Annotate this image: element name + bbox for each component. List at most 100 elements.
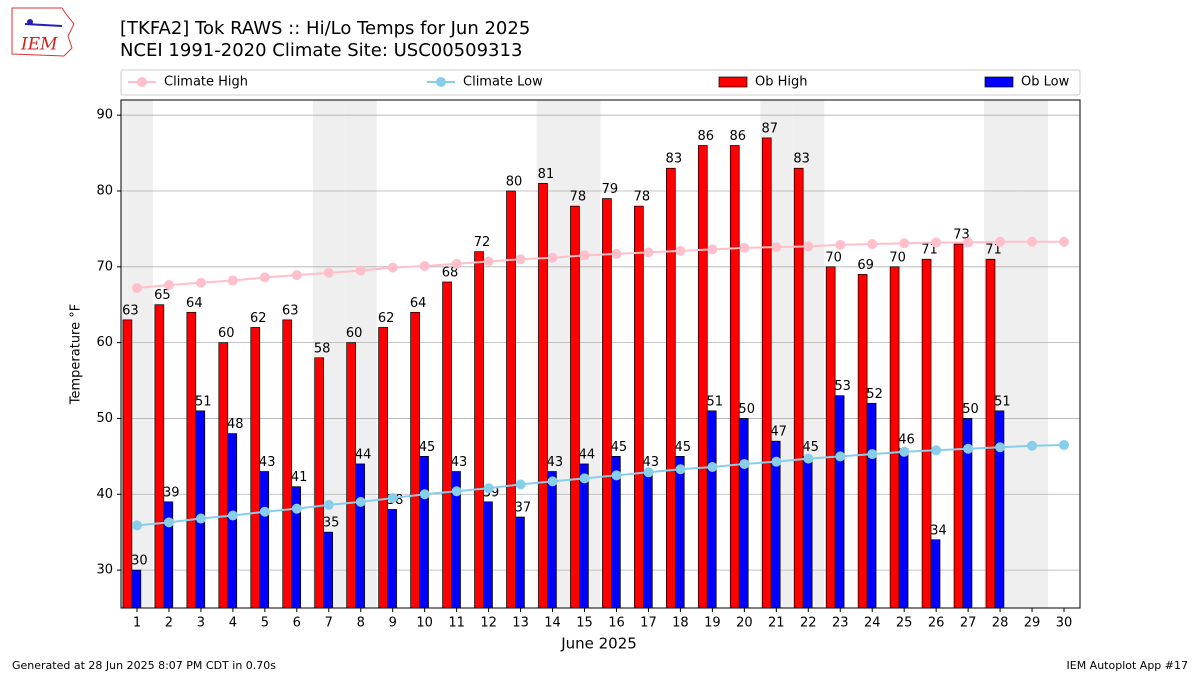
footer-left: Generated at 28 Jun 2025 8:07 PM CDT in … — [12, 659, 276, 672]
line-marker — [547, 476, 558, 487]
line-marker — [387, 493, 398, 504]
y-tick-label: 70 — [96, 259, 113, 274]
line-marker — [835, 239, 846, 250]
x-tick-label: 28 — [992, 616, 1009, 631]
line-marker — [771, 456, 782, 467]
data-label: 51 — [706, 394, 723, 409]
y-tick-label: 90 — [96, 108, 113, 123]
y-tick-label: 60 — [96, 335, 113, 350]
bar — [697, 145, 708, 609]
data-label: 43 — [547, 455, 564, 470]
x-axis-label: June 2025 — [560, 635, 637, 653]
line-marker — [1027, 236, 1038, 247]
legend-label: Climate High — [164, 75, 248, 90]
data-label: 43 — [259, 455, 276, 470]
data-label: 48 — [227, 417, 244, 432]
data-label: 78 — [570, 190, 587, 205]
data-label: 45 — [675, 440, 692, 455]
data-label: 70 — [889, 250, 906, 265]
data-label: 44 — [579, 447, 596, 462]
data-label: 65 — [154, 288, 171, 303]
x-tick-label: 12 — [480, 616, 497, 631]
data-label: 70 — [825, 250, 842, 265]
x-tick-label: 11 — [448, 616, 465, 631]
line-marker — [323, 499, 334, 510]
x-tick-label: 23 — [832, 616, 849, 631]
bar — [921, 258, 932, 609]
data-label: 45 — [611, 440, 628, 455]
bar — [898, 448, 909, 609]
line-marker — [419, 261, 430, 272]
data-label: 62 — [378, 311, 395, 326]
x-tick-label: 19 — [704, 616, 721, 631]
bar — [154, 304, 165, 609]
line-marker — [451, 258, 462, 269]
line-marker — [579, 473, 590, 484]
bar — [218, 342, 229, 609]
x-tick-label: 20 — [736, 616, 753, 631]
bar — [314, 357, 325, 609]
line-marker — [131, 283, 142, 294]
data-label: 68 — [442, 265, 459, 280]
x-tick-label: 18 — [672, 616, 689, 631]
data-label: 41 — [291, 470, 308, 485]
logo-text: IEM — [20, 35, 58, 55]
data-label: 63 — [282, 303, 299, 318]
plot-frame — [120, 99, 1081, 609]
bar — [994, 410, 1005, 609]
data-label: 86 — [698, 129, 715, 144]
line-marker — [419, 489, 430, 500]
bar — [346, 342, 356, 609]
data-label: 45 — [802, 440, 819, 455]
data-label: 87 — [761, 121, 778, 136]
data-label: 63 — [122, 303, 139, 318]
line-marker — [515, 254, 526, 265]
line-marker — [1059, 236, 1070, 247]
x-tick-label: 10 — [416, 616, 433, 631]
bar — [538, 183, 548, 609]
line-marker — [355, 496, 366, 507]
x-tick-label: 5 — [261, 616, 269, 631]
line-marker — [163, 280, 174, 291]
line-marker — [259, 272, 270, 283]
line-marker — [387, 262, 398, 273]
bar — [602, 198, 612, 609]
line-marker — [995, 236, 1006, 247]
x-tick-label: 24 — [864, 616, 881, 631]
line-marker — [739, 242, 750, 253]
bar — [634, 205, 644, 609]
data-label: 72 — [474, 235, 491, 250]
data-label: 64 — [410, 296, 427, 311]
x-tick-label: 27 — [960, 616, 977, 631]
bar — [323, 531, 333, 609]
line-marker — [803, 241, 814, 252]
line-marker — [163, 517, 174, 528]
line-marker — [291, 503, 302, 514]
bar — [515, 516, 525, 609]
bar — [802, 456, 813, 609]
line-marker — [739, 458, 750, 469]
line-marker — [931, 237, 942, 248]
x-tick-label: 16 — [608, 616, 625, 631]
bar — [195, 410, 206, 609]
data-label: 71 — [985, 243, 1002, 258]
line-marker — [259, 506, 270, 517]
line — [136, 443, 1065, 527]
chart-title: [TKFA2] Tok RAWS :: Hi/Lo Temps for Jun … — [120, 18, 530, 39]
data-label: 35 — [323, 516, 340, 531]
bar — [834, 395, 845, 609]
legend-label: Climate Low — [463, 75, 543, 90]
data-label: 78 — [634, 190, 651, 205]
bar — [642, 471, 653, 609]
line — [136, 240, 1065, 290]
legend-swatch — [718, 76, 748, 88]
bar — [355, 463, 365, 609]
bar — [131, 569, 142, 609]
x-tick-label: 22 — [800, 616, 817, 631]
x-tick-label: 21 — [768, 616, 785, 631]
data-label: 62 — [250, 311, 267, 326]
line-marker — [803, 453, 814, 464]
data-label: 81 — [538, 167, 555, 182]
bar — [579, 463, 589, 609]
data-label: 69 — [857, 258, 874, 273]
